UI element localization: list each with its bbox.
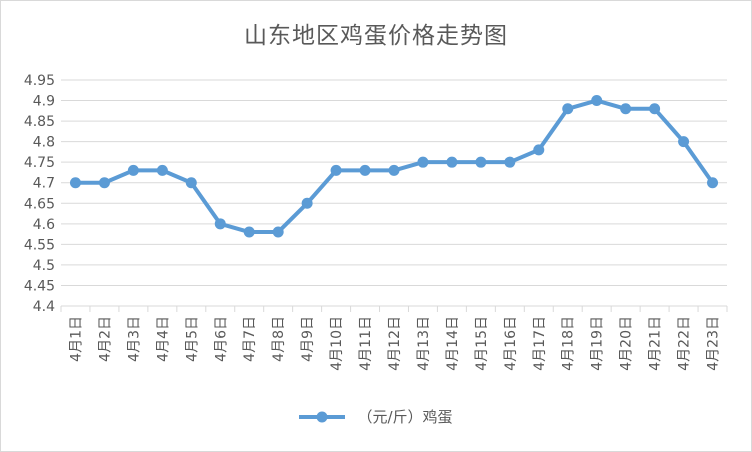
data-point[interactable] [504, 156, 516, 168]
data-point[interactable] [69, 177, 81, 189]
y-tick-label: 4.85 [24, 114, 55, 130]
data-point[interactable] [156, 164, 168, 176]
x-tick-label: 4月9日 [300, 316, 316, 362]
data-point[interactable] [243, 226, 255, 238]
x-tick-label: 4月11日 [358, 316, 374, 371]
y-tick-label: 4.75 [24, 155, 55, 171]
x-axis-ticks: 4月1日 4月2日 4月3日 4月4日 4月5日 4月6日 4月7日 4月8日 4月9日 4月10… [68, 316, 721, 371]
x-tick-label: 4月23日 [706, 316, 722, 371]
y-tick-label: 4.95 [24, 73, 55, 89]
x-tick-label: 4月17日 [532, 316, 548, 371]
data-point[interactable] [272, 226, 284, 238]
data-point[interactable] [98, 177, 110, 189]
data-point[interactable] [359, 164, 371, 176]
x-tick-label: 4月8日 [271, 316, 287, 362]
data-point[interactable] [562, 103, 574, 115]
x-tick-label: 4月4日 [155, 316, 171, 362]
x-tick-label: 4月21日 [648, 316, 664, 371]
data-point[interactable] [475, 156, 487, 168]
x-tick-label: 4月13日 [416, 316, 432, 371]
x-tick-label: 4月3日 [126, 316, 142, 362]
data-point[interactable] [707, 177, 719, 189]
data-point[interactable] [649, 103, 661, 115]
x-tick-label: 4月20日 [619, 316, 635, 371]
y-tick-label: 4.4 [33, 299, 55, 315]
y-tick-label: 4.6 [33, 217, 55, 233]
data-point[interactable] [591, 95, 603, 107]
legend-label: （元/斤）鸡蛋 [357, 408, 453, 426]
y-axis-ticks: 4.4 4.45 4.5 4.55 4.6 4.65 4.7 4.75 4.8 4.85 4.9 4.… [24, 73, 55, 315]
data-point[interactable] [214, 218, 226, 230]
data-point[interactable] [330, 164, 342, 176]
data-point[interactable] [185, 177, 197, 189]
y-tick-label: 4.65 [24, 196, 55, 212]
data-point[interactable] [417, 156, 429, 168]
y-tick-label: 4.9 [33, 94, 55, 110]
grid-lines [60, 79, 728, 312]
x-tick-label: 4月22日 [677, 316, 693, 371]
data-point[interactable] [533, 144, 545, 156]
data-point[interactable] [301, 197, 313, 209]
x-tick-label: 4月16日 [503, 316, 519, 371]
x-tick-label: 4月10日 [329, 316, 345, 371]
data-point[interactable] [678, 136, 690, 148]
x-tick-label: 4月12日 [387, 316, 403, 371]
data-point[interactable] [446, 156, 458, 168]
y-tick-label: 4.8 [33, 135, 55, 151]
legend-swatch [299, 411, 346, 422]
y-tick-label: 4.5 [33, 258, 55, 274]
y-tick-label: 4.7 [33, 176, 55, 192]
x-tick-label: 4月14日 [445, 316, 461, 371]
x-tick-label: 4月18日 [561, 316, 577, 371]
data-point[interactable] [127, 164, 139, 176]
x-tick-label: 4月15日 [474, 316, 490, 371]
x-tick-label: 4月1日 [68, 316, 84, 362]
x-tick-label: 4月7日 [242, 316, 258, 362]
chart-title: 山东地区鸡蛋价格走势图 [244, 23, 508, 49]
x-tick-label: 4月6日 [213, 316, 229, 362]
x-tick-label: 4月5日 [184, 316, 200, 362]
x-tick-label: 4月2日 [97, 316, 113, 362]
y-tick-label: 4.55 [24, 237, 55, 253]
data-point[interactable] [388, 164, 400, 176]
y-tick-label: 4.45 [24, 278, 55, 294]
x-tick-label: 4月19日 [590, 316, 606, 371]
legend[interactable]: （元/斤）鸡蛋 [0, 406, 752, 427]
data-point[interactable] [620, 103, 632, 115]
series-group [69, 95, 719, 238]
